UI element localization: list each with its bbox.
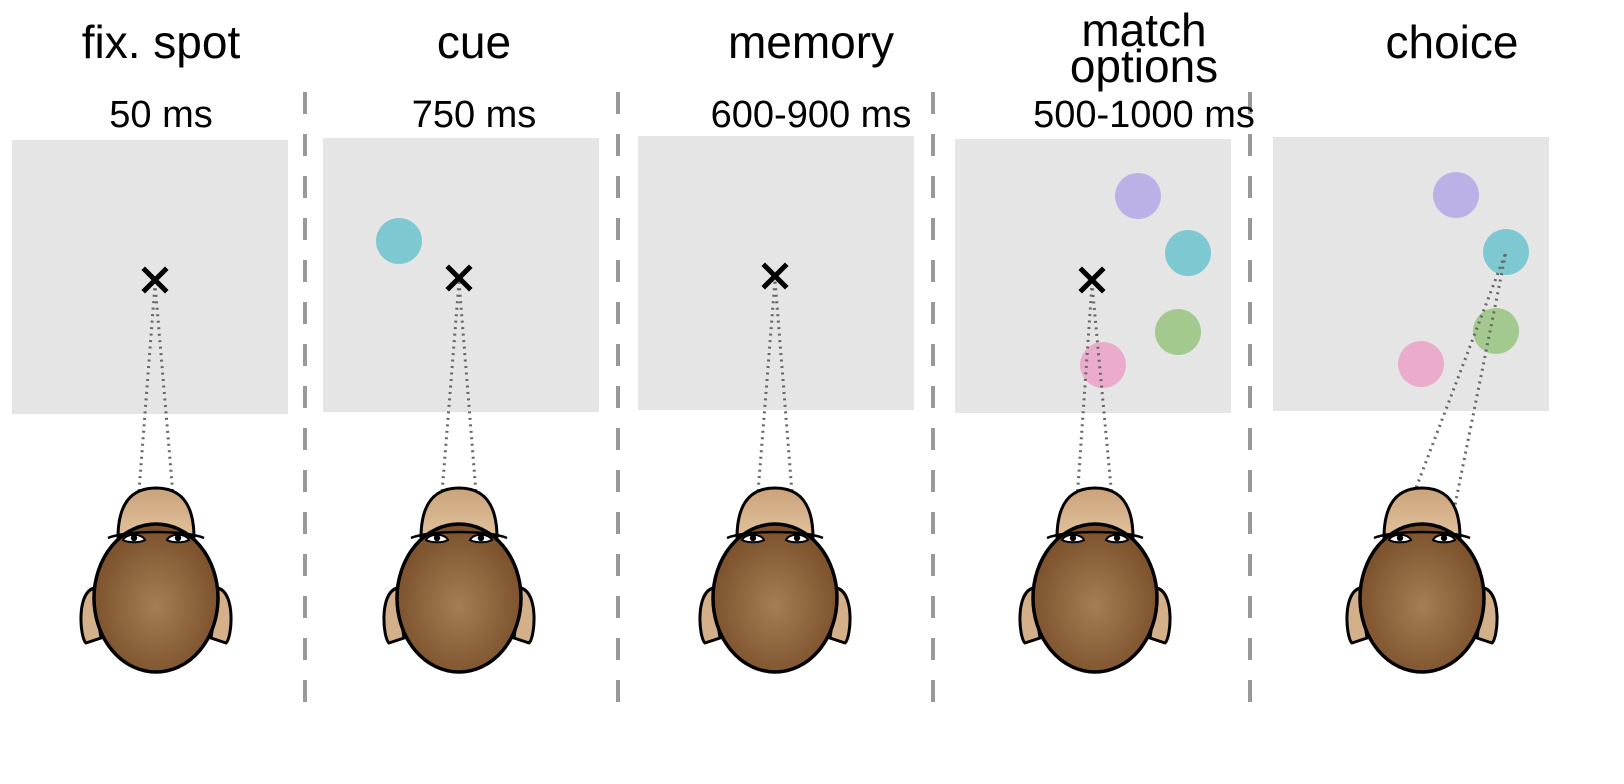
pupil-left — [1069, 534, 1077, 542]
gaze-line — [753, 279, 777, 531]
pupil-left — [749, 534, 757, 542]
head — [395, 522, 523, 674]
target-cyan — [1165, 230, 1211, 276]
cross-icon — [761, 262, 789, 290]
gaze-line — [1090, 283, 1117, 531]
phase-title: choice — [1386, 16, 1519, 68]
head — [92, 522, 220, 674]
phase-title: match — [1081, 4, 1206, 56]
pupil-right — [1440, 534, 1448, 542]
phase-panel-2: cue 750 ms — [323, 16, 599, 412]
cross-icon — [141, 266, 169, 294]
target-cyan — [1483, 229, 1529, 275]
target-purple — [1115, 173, 1161, 219]
phase-duration: 500-1000 ms — [1033, 94, 1255, 136]
pupil-left — [130, 534, 138, 542]
gaze-lines — [437, 281, 481, 531]
phase-title: options — [1070, 40, 1218, 92]
monkey-head-icon — [1345, 486, 1499, 674]
gaze-lines — [753, 279, 797, 531]
head — [1031, 522, 1159, 674]
phase-title: fix. spot — [82, 16, 241, 68]
ear-right — [1475, 586, 1499, 645]
pupil-left — [1396, 534, 1404, 542]
brow — [410, 530, 508, 540]
gaze-lines — [1073, 283, 1117, 531]
pupil-right — [477, 534, 485, 542]
brow — [1373, 530, 1471, 540]
phase-panel-3: memory 600-900 ms — [638, 16, 914, 410]
pupil-right — [174, 534, 182, 542]
ear-left — [382, 586, 406, 645]
head — [1358, 522, 1486, 674]
ear-right — [209, 586, 233, 645]
ear-left — [1018, 586, 1042, 645]
gaze-lines — [1398, 251, 1508, 531]
target-green — [1155, 309, 1201, 355]
phase-duration: 50 ms — [109, 94, 212, 136]
cross-stroke — [445, 264, 473, 292]
pupil-right — [1113, 534, 1121, 542]
gaze-line — [1398, 251, 1508, 531]
monkey-head-icon — [1018, 486, 1172, 674]
cross-stroke — [141, 266, 169, 294]
target-green — [1473, 308, 1519, 354]
ear-left — [79, 586, 103, 645]
phase-panel-5: choice — [1273, 16, 1549, 411]
phase-title: memory — [728, 16, 894, 68]
head — [711, 522, 839, 674]
target-purple — [1433, 172, 1479, 218]
cross-icon — [445, 264, 473, 292]
target-pink — [1398, 341, 1444, 387]
target-pink — [1080, 342, 1126, 388]
ear-right — [1148, 586, 1172, 645]
monkey-head-icon — [79, 486, 233, 674]
phase-duration: 750 ms — [412, 94, 537, 136]
gaze-line — [457, 281, 481, 531]
monkey-head-icon — [698, 486, 852, 674]
gaze-line — [773, 279, 797, 531]
brow — [1046, 530, 1144, 540]
phase-title: cue — [437, 16, 511, 68]
pupil-left — [433, 534, 441, 542]
ear-left — [1345, 586, 1369, 645]
phase-duration: 600-900 ms — [711, 94, 912, 136]
gaze-line — [437, 281, 461, 531]
pupil-right — [793, 534, 801, 542]
gaze-line — [1448, 251, 1508, 531]
cross-stroke — [761, 262, 789, 290]
ear-right — [828, 586, 852, 645]
cross-icon — [1078, 266, 1106, 294]
brow — [726, 530, 824, 540]
target-cyan — [376, 218, 422, 264]
cross-stroke — [1078, 266, 1106, 294]
ear-left — [698, 586, 722, 645]
ear-right — [512, 586, 536, 645]
monkey-head-icon — [382, 486, 536, 674]
brow — [107, 530, 205, 540]
